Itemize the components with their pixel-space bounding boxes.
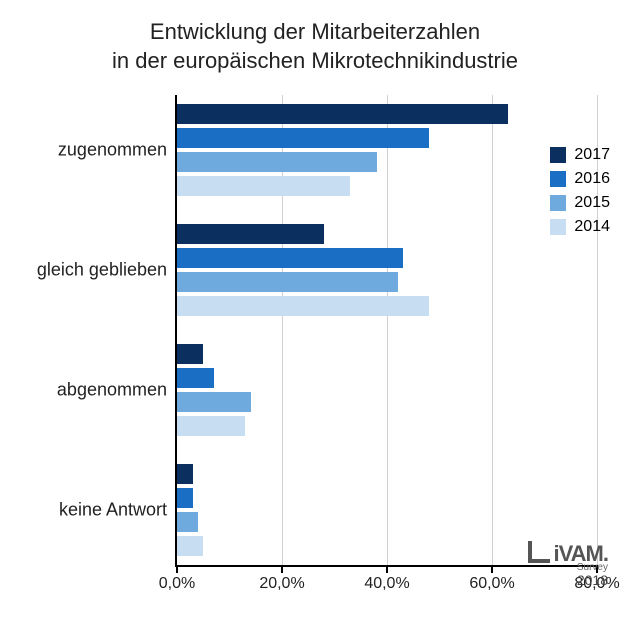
x-tick — [176, 565, 178, 573]
source-badge: iVAM. Survey 2018 — [528, 541, 608, 587]
bar — [177, 272, 398, 292]
title-line-1: Entwicklung der Mitarbeiterzahlen — [150, 19, 480, 44]
bar — [177, 416, 245, 436]
x-tick-label: 20,0% — [259, 575, 304, 593]
x-tick-label: 60,0% — [469, 575, 514, 593]
x-tick — [386, 565, 388, 573]
legend-item: 2014 — [550, 218, 610, 236]
bar — [177, 344, 203, 364]
bar — [177, 152, 377, 172]
legend-swatch — [550, 171, 566, 187]
title-line-2: in der europäischen Mikrotechnikindustri… — [112, 48, 518, 73]
bar — [177, 296, 429, 316]
bar — [177, 176, 350, 196]
bar — [177, 128, 429, 148]
bar — [177, 104, 508, 124]
category-label: keine Antwort — [59, 500, 167, 521]
x-tick-label: 0,0% — [159, 575, 195, 593]
x-tick — [491, 565, 493, 573]
legend-item: 2016 — [550, 170, 610, 188]
category-label: gleich geblieben — [37, 260, 167, 281]
plot-area: 0,0%20,0%40,0%60,0%80,0%zugenommengleich… — [175, 95, 597, 567]
bar — [177, 392, 251, 412]
bar — [177, 488, 193, 508]
bar — [177, 512, 198, 532]
legend-swatch — [550, 147, 566, 163]
legend: 2017 2016 2015 2014 — [550, 140, 610, 242]
x-tick — [281, 565, 283, 573]
bar — [177, 464, 193, 484]
gridline — [387, 95, 388, 565]
legend-label: 2016 — [574, 170, 610, 188]
bar — [177, 248, 403, 268]
legend-item: 2017 — [550, 146, 610, 164]
bar — [177, 368, 214, 388]
chart-title: Entwicklung der Mitarbeiterzahlen in der… — [0, 18, 630, 75]
bar — [177, 536, 203, 556]
category-label: abgenommen — [57, 380, 167, 401]
x-tick-label: 40,0% — [364, 575, 409, 593]
legend-label: 2014 — [574, 218, 610, 236]
category-label: zugenommen — [58, 140, 167, 161]
legend-swatch — [550, 219, 566, 235]
source-year: 2018 — [528, 573, 608, 587]
legend-item: 2015 — [550, 194, 610, 212]
legend-swatch — [550, 195, 566, 211]
gridline — [492, 95, 493, 565]
legend-label: 2015 — [574, 194, 610, 212]
bar — [177, 224, 324, 244]
legend-label: 2017 — [574, 146, 610, 164]
chart-container: Entwicklung der Mitarbeiterzahlen in der… — [0, 0, 630, 639]
